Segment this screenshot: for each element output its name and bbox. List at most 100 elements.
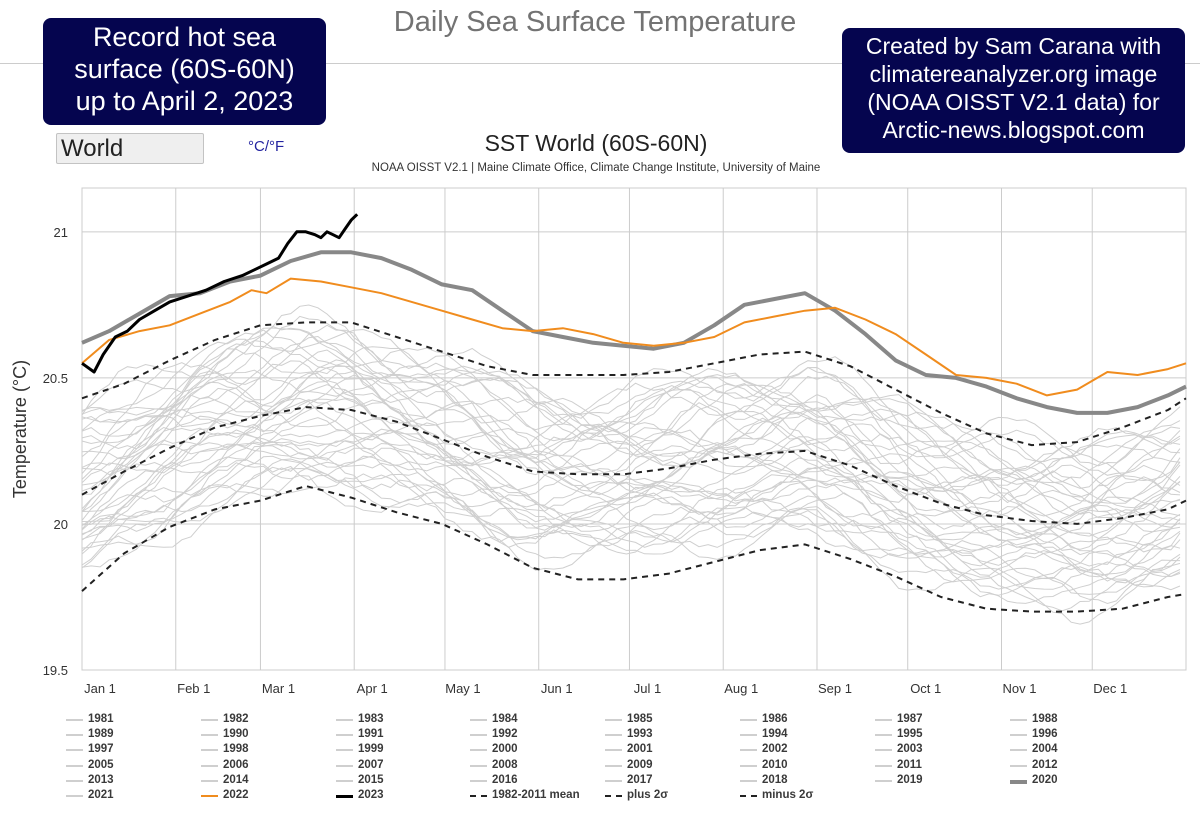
legend-swatch bbox=[605, 719, 622, 721]
legend-swatch bbox=[875, 734, 892, 737]
background-year-line bbox=[81, 328, 1181, 463]
legend-label: 1985 bbox=[627, 713, 653, 725]
legend-swatch bbox=[336, 734, 353, 737]
legend-label: 1982-2011 mean bbox=[492, 789, 580, 801]
y-tick-label: 19.5 bbox=[43, 663, 68, 678]
legend-label: 1982 bbox=[223, 713, 249, 725]
legend-swatch bbox=[66, 764, 83, 767]
legend-swatch bbox=[201, 719, 218, 721]
legend-label: 1983 bbox=[358, 713, 384, 725]
record-badge-line: up to April 2, 2023 bbox=[75, 86, 294, 116]
background-year-line bbox=[81, 369, 1181, 504]
x-tick-label: Nov 1 bbox=[1003, 681, 1037, 696]
legend-label: 2008 bbox=[492, 758, 518, 771]
legend-swatch bbox=[201, 779, 218, 782]
legend-swatch bbox=[1010, 734, 1027, 737]
background-year-line bbox=[81, 360, 1181, 509]
legend-label: 1990 bbox=[223, 728, 249, 741]
background-year-line bbox=[81, 465, 1181, 625]
plot-area bbox=[81, 187, 1187, 671]
legend-swatch bbox=[336, 749, 353, 752]
legend-swatch bbox=[740, 749, 757, 752]
legend-label: 2015 bbox=[358, 773, 384, 786]
background-year-line bbox=[81, 346, 1181, 482]
legend-label: minus 2σ bbox=[762, 789, 814, 801]
legend-label: 1989 bbox=[88, 728, 114, 741]
legend-swatch bbox=[875, 719, 892, 721]
legend-swatch bbox=[740, 795, 757, 797]
legend-swatch bbox=[336, 764, 353, 767]
region-select[interactable]: World bbox=[56, 133, 204, 164]
background-year-line bbox=[81, 435, 1181, 576]
legend-label: 2021 bbox=[88, 789, 114, 801]
background-year-line bbox=[81, 455, 1181, 590]
x-tick-label: Dec 1 bbox=[1093, 681, 1127, 696]
legend-label: 1999 bbox=[358, 743, 384, 756]
legend-label: 2017 bbox=[627, 773, 653, 786]
record-badge-line: Record hot sea bbox=[92, 22, 277, 52]
legend-swatch bbox=[470, 734, 487, 737]
y-tick-label: 20.5 bbox=[43, 371, 68, 386]
legend-swatch bbox=[875, 779, 892, 782]
background-year-line bbox=[81, 467, 1181, 612]
x-tick-label: Feb 1 bbox=[177, 681, 210, 696]
background-year-line bbox=[81, 428, 1181, 559]
legend-label: 1996 bbox=[1032, 728, 1058, 741]
legend-label: 1993 bbox=[627, 728, 653, 741]
background-year-line bbox=[81, 315, 1181, 476]
legend-label: 1997 bbox=[88, 743, 114, 756]
series-line-plus-2- bbox=[81, 321, 1187, 447]
background-year-line bbox=[81, 442, 1181, 566]
legend-label: 2003 bbox=[897, 743, 923, 756]
legend-swatch bbox=[470, 719, 487, 721]
legend-swatch bbox=[1010, 779, 1027, 784]
page-title: Daily Sea Surface Temperature bbox=[393, 6, 797, 38]
legend-swatch bbox=[740, 734, 757, 737]
credit-badge-line: Created by Sam Carana with bbox=[865, 33, 1162, 59]
background-year-line bbox=[81, 370, 1181, 519]
legend-label: 1994 bbox=[762, 728, 788, 741]
legend-label: 2006 bbox=[223, 758, 249, 771]
legend-label: 2002 bbox=[762, 743, 788, 756]
series-line-2020 bbox=[81, 250, 1187, 415]
background-year-line bbox=[81, 415, 1181, 556]
legend-swatch bbox=[740, 779, 757, 782]
legend-label: 1995 bbox=[897, 728, 923, 741]
x-tick-label: May 1 bbox=[445, 681, 480, 696]
legend-label: 1991 bbox=[358, 728, 384, 741]
legend-swatch bbox=[740, 764, 757, 767]
background-year-line bbox=[81, 377, 1181, 525]
x-tick-label: Mar 1 bbox=[262, 681, 295, 696]
series-line-minus-2- bbox=[81, 485, 1187, 613]
legend-swatch bbox=[470, 795, 487, 797]
unit-toggle-link[interactable]: °C/°F bbox=[248, 138, 285, 155]
background-year-line bbox=[81, 340, 1181, 486]
legend-label: 2005 bbox=[88, 758, 114, 771]
y-axis-label: Temperature (°C) bbox=[10, 360, 30, 498]
legend-swatch bbox=[470, 764, 487, 767]
legend-swatch bbox=[336, 779, 353, 782]
legend-label: 2018 bbox=[762, 773, 788, 786]
legend-swatch bbox=[66, 795, 83, 797]
legend-label: 1998 bbox=[223, 743, 249, 756]
legend-label: 2023 bbox=[358, 789, 384, 801]
legend-label: 2012 bbox=[1032, 758, 1058, 771]
background-year-line bbox=[81, 440, 1181, 580]
x-tick-label: Aug 1 bbox=[724, 681, 758, 696]
background-year-line bbox=[81, 359, 1181, 517]
series-line-2023 bbox=[81, 213, 359, 374]
legend-swatch bbox=[201, 764, 218, 767]
background-year-line bbox=[81, 429, 1181, 553]
legend-swatch bbox=[201, 795, 218, 797]
legend-swatch bbox=[336, 719, 353, 721]
background-year-lines bbox=[81, 304, 1181, 625]
legend-label: 2000 bbox=[492, 743, 518, 756]
legend-label: 2013 bbox=[88, 773, 114, 786]
x-tick-label: Oct 1 bbox=[910, 681, 941, 696]
legend-label: plus 2σ bbox=[627, 789, 669, 801]
legend-swatch bbox=[1010, 719, 1027, 721]
x-tick-label: Jul 1 bbox=[634, 681, 661, 696]
legend-swatch bbox=[605, 764, 622, 767]
record-badge: Record hot sea surface (60S-60N) up to A… bbox=[43, 18, 326, 125]
